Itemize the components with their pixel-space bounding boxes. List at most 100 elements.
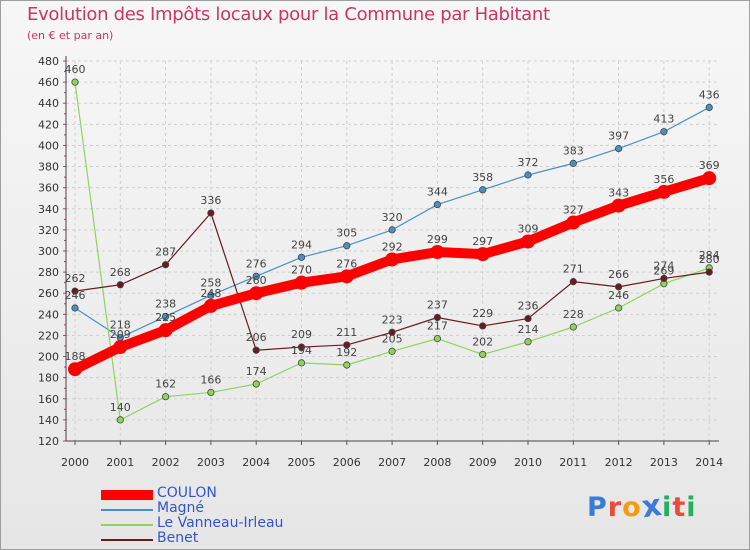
- data-point: [479, 350, 487, 359]
- data-label: 287: [155, 246, 176, 259]
- data-label: 436: [699, 88, 720, 101]
- legend-item: Benet: [101, 530, 361, 547]
- legend-label: Benet: [157, 530, 199, 546]
- data-label: 358: [472, 171, 493, 184]
- data-label: 202: [472, 335, 493, 348]
- x-tick-label: 2009: [469, 456, 497, 469]
- y-tick-label: 140: [38, 414, 59, 427]
- data-point: [479, 186, 487, 194]
- logo-letter: P: [587, 492, 608, 523]
- legend-item: COULON: [101, 485, 361, 502]
- data-point: [430, 245, 445, 260]
- x-tick-label: 2008: [423, 456, 451, 469]
- data-point: [524, 338, 532, 346]
- y-tick-label: 200: [38, 351, 59, 364]
- legend-swatch: [101, 490, 153, 500]
- data-label: 276: [246, 257, 267, 270]
- data-point: [162, 393, 170, 401]
- data-label: 236: [518, 300, 539, 313]
- data-point: [68, 362, 82, 377]
- data-label: 372: [518, 156, 539, 169]
- data-point: [71, 78, 79, 86]
- data-point: [611, 198, 626, 213]
- data-point: [252, 272, 260, 280]
- logo-letter: i: [662, 492, 673, 523]
- x-tick-label: 2013: [650, 456, 678, 469]
- data-point: [479, 322, 487, 330]
- data-label: 223: [382, 313, 403, 326]
- data-point: [252, 380, 260, 388]
- logo-letter: t: [672, 492, 687, 523]
- y-tick-label: 300: [38, 245, 59, 258]
- data-label: 174: [246, 365, 267, 378]
- data-label: 194: [291, 344, 312, 357]
- data-label: 211: [336, 326, 357, 339]
- y-tick-label: 420: [38, 118, 59, 131]
- data-label: 228: [563, 308, 584, 321]
- data-point: [162, 312, 170, 321]
- legend-swatch: [101, 524, 153, 526]
- series-lines: [68, 78, 717, 424]
- y-tick-label: 120: [38, 435, 59, 448]
- data-point: [660, 274, 668, 283]
- data-point: [475, 247, 490, 262]
- data-label: 274: [653, 259, 674, 272]
- data-label: 206: [246, 331, 267, 344]
- y-tick-label: 340: [38, 203, 59, 216]
- data-point: [294, 275, 309, 290]
- data-label: 269: [653, 265, 674, 278]
- data-point: [566, 215, 581, 230]
- data-label: 297: [472, 235, 493, 248]
- data-label: 271: [563, 263, 584, 276]
- chart-subtitle: (en € et par an): [27, 29, 114, 42]
- legend: COULON Magné Le Vanneau-Irleau Benet: [101, 485, 361, 547]
- x-tick-label: 2001: [106, 456, 134, 469]
- y-tick-label: 480: [38, 55, 59, 68]
- data-label: 336: [200, 194, 221, 207]
- data-point: [252, 346, 260, 354]
- x-tick-label: 2002: [152, 456, 180, 469]
- data-label: 280: [699, 253, 720, 266]
- data-label: 262: [65, 272, 86, 285]
- data-point: [569, 278, 577, 286]
- data-label: 166: [200, 373, 221, 386]
- legend-label: COULON: [157, 485, 217, 501]
- data-point: [158, 323, 173, 338]
- data-point: [702, 171, 717, 186]
- x-tick-label: 2003: [197, 456, 225, 469]
- data-label: 258: [200, 276, 221, 289]
- data-point: [207, 291, 215, 299]
- data-label: 299: [427, 233, 448, 246]
- data-point: [433, 313, 441, 322]
- data-point: [71, 304, 79, 312]
- data-point: [705, 103, 713, 112]
- logo-letter: o: [622, 492, 642, 523]
- x-tick-label: 2011: [559, 456, 587, 469]
- data-point: [524, 314, 532, 323]
- data-label: 237: [427, 299, 448, 312]
- data-point: [297, 359, 306, 367]
- data-label: 356: [653, 173, 674, 186]
- data-label: 292: [382, 240, 403, 253]
- data-point: [388, 347, 396, 355]
- x-tick-label: 2010: [514, 456, 542, 469]
- data-label: 225: [155, 311, 176, 324]
- data-labels: 188 209 225 248 260 270 276 292 299 297 309 327 343 3…: [65, 63, 720, 414]
- logo-letter: x: [639, 487, 665, 526]
- x-tick-label: 2006: [333, 456, 361, 469]
- data-label: 309: [518, 223, 539, 236]
- y-tick-label: 400: [38, 139, 59, 152]
- y-tick-label: 460: [38, 76, 59, 89]
- data-label: 413: [653, 113, 674, 126]
- y-tick-label: 260: [38, 287, 59, 300]
- data-point: [297, 253, 306, 261]
- y-tick-label: 180: [38, 372, 59, 385]
- data-point: [388, 328, 396, 336]
- legend-label: Le Vanneau-Irleau: [157, 515, 284, 531]
- data-label: 369: [699, 159, 720, 172]
- data-point: [343, 242, 351, 250]
- data-point: [521, 234, 535, 249]
- data-point: [705, 268, 713, 276]
- x-tick-label: 2014: [695, 456, 723, 469]
